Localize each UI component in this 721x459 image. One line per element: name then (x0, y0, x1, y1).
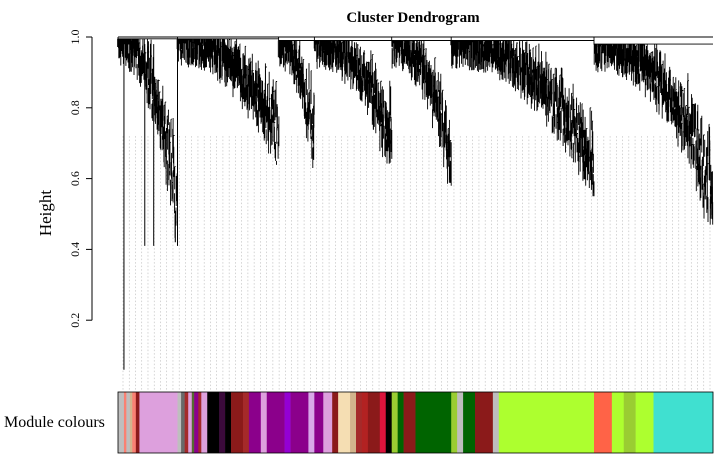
module-color-segment (356, 392, 363, 453)
dendrogram-cluster (450, 37, 595, 197)
module-color-segment (219, 392, 226, 453)
module-color-segment (457, 392, 464, 453)
module-color-segment (308, 392, 315, 453)
module-color-segment (266, 392, 285, 453)
module-color-segment (231, 392, 244, 453)
dendrogram-cluster (391, 37, 452, 186)
module-color-segment (653, 392, 714, 453)
module-color-segment (635, 392, 654, 453)
module-color-segment (188, 392, 193, 453)
module-color-segment (177, 392, 182, 453)
dendrogram-cluster (313, 37, 393, 164)
module-color-segment (350, 392, 357, 453)
module-color-segment (379, 392, 387, 453)
module-color-segment (323, 392, 333, 453)
module-color-segment (132, 392, 137, 453)
module-color-segment (492, 392, 500, 453)
module-color-segment (403, 392, 416, 453)
module-color-segment (194, 392, 199, 453)
dendrogram-cluster (117, 37, 178, 243)
module-color-segment (198, 392, 202, 453)
module-colours-label: Module colours (4, 414, 105, 431)
module-color-segment (129, 392, 133, 453)
module-color-segment (225, 392, 232, 453)
y-tick-label: 0.8 (68, 100, 82, 115)
module-color-segment (385, 392, 392, 453)
y-axis: 0.2 0.4 0.6 0.8 1.0 (68, 30, 93, 328)
dendrogram-cluster (277, 37, 315, 168)
module-color-segment (248, 392, 262, 453)
module-color-segment (242, 392, 250, 453)
module-color-bar (118, 392, 714, 453)
module-color-segment (475, 392, 494, 453)
module-color-bar-frame (117, 391, 714, 454)
module-color-segment (391, 392, 398, 453)
module-color-segment (207, 392, 220, 453)
module-color-segment (338, 392, 351, 453)
module-color-segment (201, 392, 208, 453)
module-color-segment (139, 392, 178, 453)
module-color-segment (594, 392, 613, 453)
y-tick-label: 0.2 (68, 313, 82, 328)
module-color-segment (135, 392, 140, 453)
module-color-segment (451, 392, 458, 453)
module-color-segment (181, 392, 185, 453)
module-color-segment (623, 392, 636, 453)
module-color-segment (611, 392, 625, 453)
y-tick-label: 0.6 (68, 171, 82, 186)
dendrogram-cluster (593, 37, 714, 225)
y-tick-label: 0.4 (68, 242, 82, 257)
module-color-segment (126, 392, 131, 453)
module-color-segment (284, 392, 291, 453)
module-color-segment (415, 392, 452, 453)
module-color-segment (290, 392, 309, 453)
y-tick-label: 1.0 (68, 30, 82, 45)
module-color-segment (184, 392, 189, 453)
module-color-segment (367, 392, 381, 453)
module-color-segment (123, 392, 127, 453)
y-axis-label: Height (36, 190, 55, 237)
module-color-segment (361, 392, 369, 453)
module-color-segment (118, 392, 125, 453)
module-color-segment (260, 392, 268, 453)
module-color-segment (191, 392, 195, 453)
dendrogram-cluster (176, 37, 280, 165)
leaf-guide-lines (122, 136, 711, 391)
module-color-segment (332, 392, 339, 453)
module-color-segment (463, 392, 476, 453)
chart-title: Cluster Dendrogram (346, 10, 480, 26)
module-color-segment (498, 392, 595, 453)
dendrogram-branches (117, 36, 714, 370)
module-color-segment (397, 392, 404, 453)
module-color-segment (314, 392, 324, 453)
